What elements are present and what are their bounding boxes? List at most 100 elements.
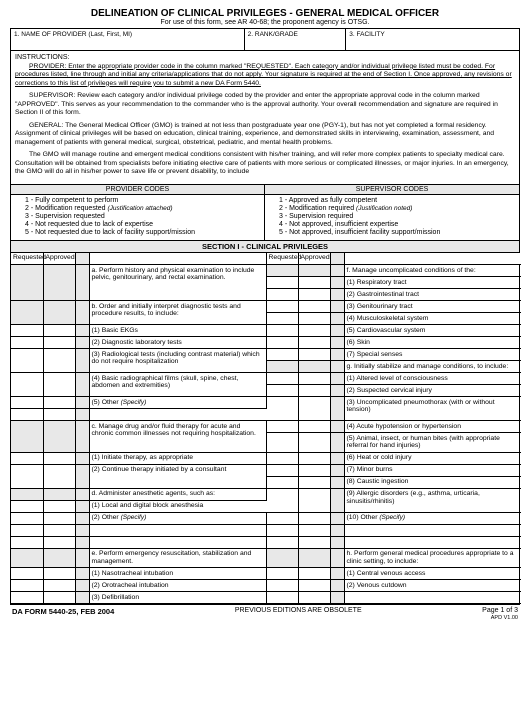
cell-requested[interactable] [11, 488, 43, 500]
cell-requested[interactable] [11, 265, 43, 301]
cell-approved[interactable] [298, 337, 330, 349]
cell-approved[interactable] [43, 512, 75, 524]
cell-requested[interactable] [266, 349, 298, 361]
privilege-desc: (7) Minor burns [344, 464, 521, 476]
footer-page: Page 1 of 3 APD V1.00 [482, 607, 518, 621]
cell-requested[interactable] [266, 385, 298, 397]
cell-requested[interactable] [266, 373, 298, 385]
cell-approved[interactable] [43, 409, 75, 421]
cell-requested[interactable] [266, 433, 298, 453]
cell-requested[interactable] [266, 325, 298, 337]
cell-approved[interactable] [43, 580, 75, 592]
cell-approved[interactable] [43, 373, 75, 397]
cell-requested[interactable] [266, 512, 298, 524]
cell-approved[interactable] [298, 313, 330, 325]
cell-approved[interactable] [298, 277, 330, 289]
cell-requested[interactable] [266, 289, 298, 301]
cell-approved[interactable] [298, 325, 330, 337]
cell-requested[interactable] [266, 313, 298, 325]
cell-approved[interactable] [43, 397, 75, 409]
cell-requested[interactable] [11, 452, 43, 464]
field-facility[interactable]: 3. FACILITY [346, 29, 519, 51]
cell-approved[interactable] [43, 592, 75, 604]
cell-requested[interactable] [266, 452, 298, 464]
cell-approved[interactable] [298, 512, 330, 524]
cell-requested[interactable] [266, 476, 298, 488]
cell-requested[interactable] [266, 464, 298, 476]
cell-approved[interactable] [43, 524, 75, 536]
cell-approved[interactable] [298, 385, 330, 397]
cell-requested[interactable] [11, 349, 43, 373]
cell-requested[interactable] [11, 592, 43, 604]
cell-requested[interactable] [266, 524, 298, 536]
cell-approved[interactable] [43, 568, 75, 580]
cell-requested[interactable] [266, 548, 298, 568]
cell-requested[interactable] [266, 568, 298, 580]
cell-approved[interactable] [298, 373, 330, 385]
cell-approved[interactable] [43, 301, 75, 325]
cell-requested[interactable] [266, 337, 298, 349]
cell-approved[interactable] [43, 464, 75, 488]
cell-requested[interactable] [11, 568, 43, 580]
cell-approved[interactable] [298, 349, 330, 361]
cell-approved[interactable] [298, 548, 330, 568]
codes-row: PROVIDER CODES 1 - Fully competent to pe… [11, 185, 519, 241]
cell-requested[interactable] [11, 512, 43, 524]
privilege-desc: g. Initially stabilize and manage condit… [344, 361, 521, 373]
cell-approved[interactable] [43, 337, 75, 349]
privilege-desc: f. Manage uncomplicated conditions of th… [344, 265, 521, 277]
cell-approved[interactable] [298, 536, 330, 548]
cell-requested[interactable] [266, 397, 298, 421]
cell-approved[interactable] [43, 421, 75, 453]
cell-approved[interactable] [298, 421, 330, 433]
privilege-desc [89, 536, 266, 548]
cell-approved[interactable] [43, 488, 75, 500]
cell-approved[interactable] [43, 265, 75, 301]
cell-approved[interactable] [298, 464, 330, 476]
supervisor-codes-col: SUPERVISOR CODES 1 - Approved as fully c… [265, 185, 519, 240]
cell-requested[interactable] [11, 397, 43, 409]
cell-approved[interactable] [43, 500, 75, 512]
cell-requested[interactable] [266, 277, 298, 289]
field-rank-grade[interactable]: 2. RANK/GRADE [245, 29, 347, 51]
privilege-desc: (4) Acute hypotension or hypertension [344, 421, 521, 433]
cell-requested[interactable] [11, 548, 43, 568]
cell-approved[interactable] [298, 397, 330, 421]
cell-requested[interactable] [266, 488, 298, 512]
cell-requested[interactable] [11, 524, 43, 536]
cell-requested[interactable] [11, 536, 43, 548]
cell-approved[interactable] [298, 301, 330, 313]
field-provider-name[interactable]: 1. NAME OF PROVIDER (Last, First, MI) [11, 29, 245, 51]
cell-approved[interactable] [298, 289, 330, 301]
cell-requested[interactable] [11, 325, 43, 337]
cell-requested[interactable] [11, 409, 43, 421]
cell-requested[interactable] [11, 421, 43, 453]
cell-approved[interactable] [298, 580, 330, 592]
cell-approved[interactable] [43, 536, 75, 548]
cell-requested[interactable] [11, 464, 43, 488]
cell-requested[interactable] [11, 580, 43, 592]
cell-requested[interactable] [266, 301, 298, 313]
cell-approved[interactable] [43, 349, 75, 373]
cell-approved[interactable] [298, 265, 330, 277]
cell-approved[interactable] [298, 524, 330, 536]
cell-requested[interactable] [266, 580, 298, 592]
cell-requested[interactable] [11, 500, 43, 512]
cell-requested[interactable] [266, 536, 298, 548]
cell-approved[interactable] [298, 433, 330, 453]
cell-approved[interactable] [43, 325, 75, 337]
cell-approved[interactable] [298, 452, 330, 464]
cell-requested[interactable] [11, 373, 43, 397]
cell-requested[interactable] [266, 421, 298, 433]
cell-requested[interactable] [266, 361, 298, 373]
cell-approved[interactable] [43, 548, 75, 568]
cell-approved[interactable] [298, 568, 330, 580]
instructions-supervisor: SUPERVISOR: Review each category and/or … [15, 92, 515, 117]
cell-approved[interactable] [43, 452, 75, 464]
cell-approved[interactable] [298, 488, 330, 512]
cell-approved[interactable] [298, 476, 330, 488]
cell-approved[interactable] [298, 361, 330, 373]
cell-requested[interactable] [11, 337, 43, 349]
cell-requested[interactable] [11, 301, 43, 325]
cell-requested[interactable] [266, 265, 298, 277]
